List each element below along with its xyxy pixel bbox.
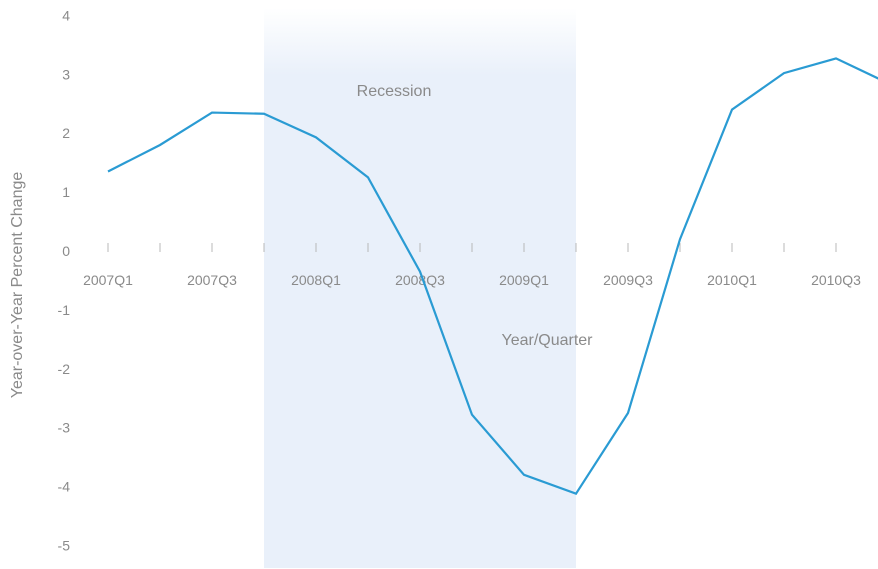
x-tick-label: 2009Q1	[499, 272, 549, 288]
y-tick-label: -1	[58, 302, 71, 318]
y-tick-label: 2	[62, 125, 70, 141]
x-tick-label: 2008Q3	[395, 272, 445, 288]
series-line	[107, 57, 878, 496]
y-tick-label: -5	[58, 538, 71, 554]
y-tick-label: 3	[62, 66, 70, 82]
y-tick-label: 0	[62, 243, 70, 259]
x-tick-label: 2008Q1	[291, 272, 341, 288]
y-tick-label: 1	[62, 184, 70, 200]
x-tick-label: 2007Q1	[83, 272, 133, 288]
x-tick-label: 2010Q3	[811, 272, 861, 288]
y-tick-label: 4	[62, 7, 70, 23]
y-axis-title: Year-over-Year Percent Change	[9, 172, 26, 399]
x-tick-label: 2010Q1	[707, 272, 757, 288]
y-tick-label: -3	[58, 420, 71, 436]
x-axis-title: Year/Quarter	[501, 332, 593, 349]
x-tick-label: 2007Q3	[187, 272, 237, 288]
y-tick-label: -4	[58, 479, 71, 495]
y-tick-label: -2	[58, 361, 71, 377]
recession-label: Recession	[357, 83, 432, 100]
x-tick-label: 2009Q3	[603, 272, 653, 288]
